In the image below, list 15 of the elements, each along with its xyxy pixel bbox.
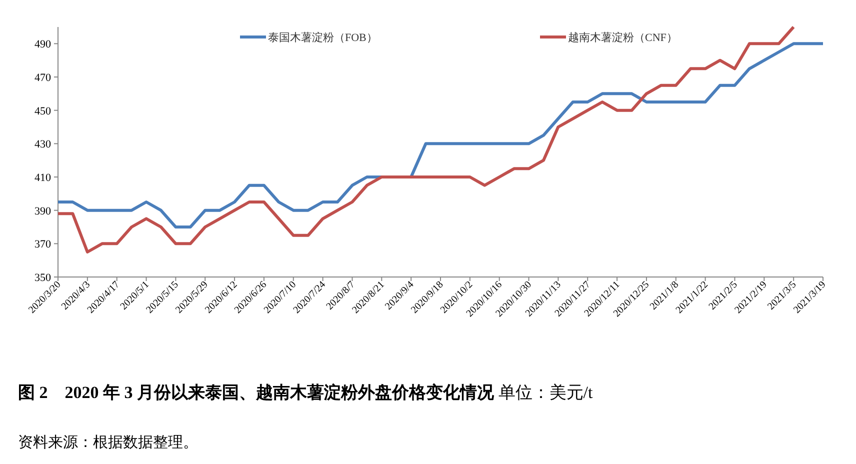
text: 图 2 2020 年 3 月份以来泰国、越南木薯淀粉外盘价格变化情况 单位：美元/t (18, 383, 593, 402)
legend-item: 泰国木薯淀粉（FOB） (240, 32, 378, 44)
legend-label: 越南木薯淀粉（CNF） (568, 31, 678, 44)
y-tick-label: 370 (34, 238, 52, 251)
legend-item: 越南木薯淀粉（CNF） (540, 32, 678, 44)
line-series (58, 26, 796, 254)
y-tick-label: 410 (34, 172, 52, 184)
y-tick-label: 470 (34, 72, 52, 84)
y-tick-label: 450 (34, 105, 52, 118)
legend-label: 泰国木薯淀粉（FOB） (268, 31, 378, 44)
y-tick-label: 390 (34, 205, 52, 218)
y-tick-label: 490 (34, 38, 52, 51)
y-tick-label: 350 (34, 272, 52, 284)
text: 资料来源：根据数据整理。 (18, 434, 198, 451)
y-tick-label: 430 (34, 138, 52, 151)
